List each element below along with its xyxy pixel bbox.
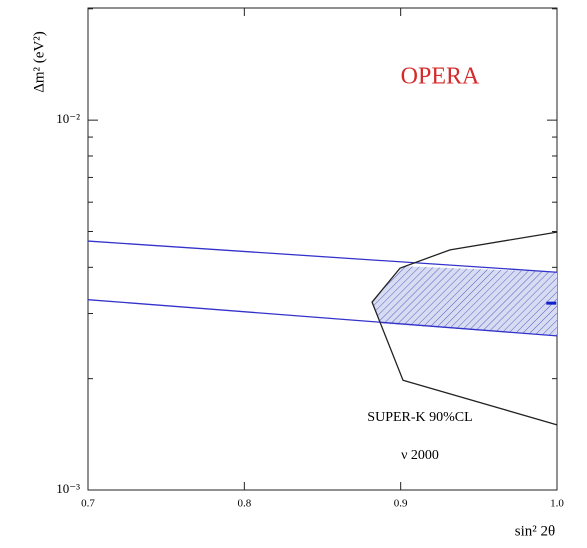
y-tick-label: 10⁻³ bbox=[56, 481, 80, 496]
contour-line bbox=[87, 240, 558, 273]
best-fit-marker bbox=[546, 301, 557, 305]
x-tick-label: 0.7 bbox=[81, 498, 95, 510]
x-tick-label: 0.8 bbox=[237, 498, 251, 510]
chart-title: OPERA bbox=[401, 64, 480, 90]
annotation: ν 2000 bbox=[401, 448, 439, 463]
annotation: SUPER-K 90%CL bbox=[367, 410, 472, 425]
y-axis-label: Δm² (eV²) bbox=[31, 31, 47, 93]
allowed-region bbox=[372, 266, 557, 336]
y-tick-label: 10⁻² bbox=[56, 111, 80, 126]
x-axis-label: sin² 2θ bbox=[515, 523, 555, 539]
plot-frame bbox=[87, 7, 558, 491]
contour-line bbox=[371, 231, 558, 426]
x-tick-label: 1.0 bbox=[550, 498, 564, 510]
x-tick-label: 0.9 bbox=[394, 498, 408, 510]
contour-line bbox=[87, 299, 558, 337]
